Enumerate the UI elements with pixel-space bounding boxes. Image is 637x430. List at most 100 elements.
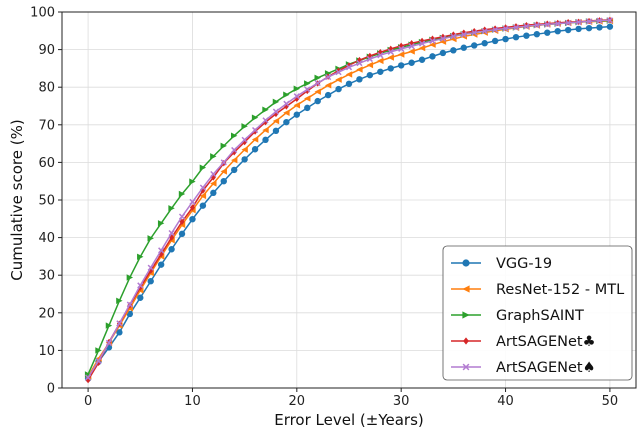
y-tick-label: 20 xyxy=(38,306,55,321)
data-point xyxy=(335,85,342,93)
data-point xyxy=(272,117,280,125)
y-tick-label: 100 xyxy=(30,6,55,21)
data-point xyxy=(544,21,551,28)
data-point xyxy=(429,53,436,60)
data-point xyxy=(262,126,269,134)
data-point xyxy=(366,71,374,79)
data-point xyxy=(116,297,123,304)
data-point xyxy=(251,114,259,121)
data-point xyxy=(231,146,238,154)
data-point xyxy=(450,47,457,54)
data-point xyxy=(533,30,541,38)
data-point xyxy=(189,178,196,185)
data-point xyxy=(398,45,405,52)
data-point xyxy=(189,198,196,205)
data-point xyxy=(439,35,447,42)
data-point xyxy=(450,33,457,40)
data-point xyxy=(460,31,467,38)
data-point xyxy=(346,62,352,69)
data-point xyxy=(199,192,207,200)
data-point xyxy=(335,76,342,83)
data-point xyxy=(283,91,290,98)
data-point xyxy=(220,142,227,150)
y-tick-label: 10 xyxy=(38,344,55,359)
data-point xyxy=(273,110,279,118)
data-point xyxy=(314,97,321,105)
data-point xyxy=(178,230,186,238)
legend-label: ResNet-152 - MTL xyxy=(496,282,624,298)
data-point xyxy=(283,109,290,116)
data-point xyxy=(262,106,269,113)
data-point xyxy=(439,49,447,57)
legend-item: VGG-19 xyxy=(451,256,552,272)
data-point xyxy=(157,261,165,268)
data-point xyxy=(293,111,301,118)
data-point xyxy=(356,60,363,67)
data-point xyxy=(429,37,436,45)
data-point xyxy=(387,54,394,61)
data-point xyxy=(105,339,113,346)
legend-swatch-marker xyxy=(463,337,469,345)
data-point xyxy=(314,88,321,95)
data-point xyxy=(596,24,603,31)
data-point xyxy=(565,19,572,26)
data-point xyxy=(408,43,415,50)
legend-swatch-marker xyxy=(462,311,470,319)
data-point xyxy=(294,95,300,103)
data-point xyxy=(575,25,582,33)
data-point xyxy=(585,24,593,32)
data-point xyxy=(178,190,186,198)
data-point xyxy=(513,23,519,30)
data-point xyxy=(241,146,248,153)
data-point xyxy=(533,22,540,29)
data-point xyxy=(460,44,467,51)
x-tick-label: 50 xyxy=(602,394,619,409)
series-4 xyxy=(85,17,613,381)
data-point xyxy=(356,56,362,64)
data-point xyxy=(304,104,311,112)
data-point xyxy=(554,27,561,35)
data-point xyxy=(408,48,415,55)
x-tick-label: 10 xyxy=(184,394,201,409)
data-point xyxy=(419,37,425,45)
data-point xyxy=(418,56,426,63)
x-tick-label: 0 xyxy=(84,394,92,409)
data-point xyxy=(502,35,509,43)
data-point xyxy=(512,33,520,41)
data-point xyxy=(366,55,373,63)
y-tick-label: 40 xyxy=(38,231,55,246)
legend-item: ResNet-152 - MTL xyxy=(451,282,624,298)
data-point xyxy=(596,17,603,24)
y-tick-label: 90 xyxy=(38,43,55,58)
data-point xyxy=(554,20,561,27)
data-point xyxy=(471,29,478,36)
data-point xyxy=(523,32,530,39)
data-point xyxy=(231,156,238,164)
data-point xyxy=(293,102,301,109)
data-point xyxy=(220,178,227,185)
data-point xyxy=(324,82,332,89)
data-point xyxy=(126,274,134,281)
data-point xyxy=(241,123,248,130)
data-point xyxy=(199,202,207,209)
legend-swatch-marker xyxy=(462,285,470,293)
data-point xyxy=(575,19,582,26)
data-point xyxy=(397,51,405,58)
data-point xyxy=(252,128,258,135)
legend: VGG-19 ResNet-152 - MTL GraphSAINT ArtSAGEN… xyxy=(442,245,633,381)
data-point xyxy=(189,204,196,211)
axis-ticks: 0 10 20 30 40 50 0 10 20 30 40 50 60 70 80 90 100 xyxy=(30,6,618,410)
data-point xyxy=(105,322,113,329)
data-point xyxy=(283,118,290,126)
data-point xyxy=(241,136,248,143)
data-point xyxy=(512,24,520,31)
y-tick-label: 50 xyxy=(38,194,55,209)
data-point xyxy=(481,28,488,35)
data-point xyxy=(471,42,478,49)
data-point xyxy=(147,235,154,242)
data-point xyxy=(95,357,102,365)
data-point xyxy=(418,40,426,47)
data-point xyxy=(251,136,259,143)
data-point xyxy=(231,132,238,139)
